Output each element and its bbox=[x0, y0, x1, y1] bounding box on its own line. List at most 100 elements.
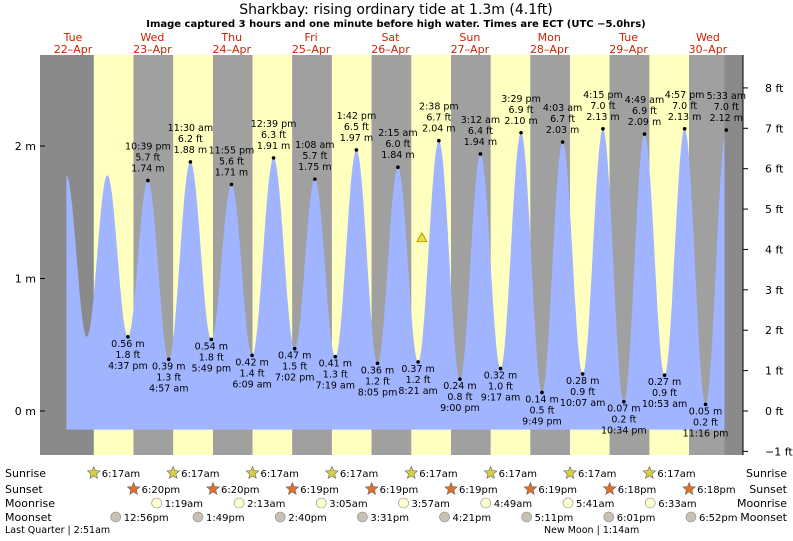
high-tide-label: 2.13 m bbox=[586, 112, 619, 123]
moonrise-time: 3:05am bbox=[329, 499, 367, 510]
current-tide-marker bbox=[416, 231, 428, 243]
low-tide-label: 6:09 am bbox=[232, 379, 271, 390]
low-tide-label: 4:37 pm bbox=[108, 361, 148, 372]
low-tide-label: 1.4 ft bbox=[240, 368, 265, 379]
low-tide-dot bbox=[292, 346, 297, 351]
moonrise-icon bbox=[233, 497, 245, 509]
high-tide-label: 6.9 ft bbox=[632, 106, 657, 117]
low-tide-label: 1.8 ft bbox=[115, 350, 140, 361]
day-date: 25–Apr bbox=[292, 43, 331, 56]
low-tide-dot bbox=[458, 377, 462, 382]
chart-subtitle: Image captured 3 hours and one minute be… bbox=[146, 19, 646, 30]
sunset-icon bbox=[126, 481, 141, 495]
high-tide-dot bbox=[724, 128, 729, 132]
high-tide-label: 2.10 m bbox=[504, 116, 537, 127]
high-tide-label: 7.0 ft bbox=[714, 102, 739, 113]
y-right-tick-label: 5 ft bbox=[765, 203, 784, 216]
high-tide-dot bbox=[682, 126, 687, 131]
high-tide-label: 5:33 am bbox=[707, 91, 746, 102]
day-date: 24–Apr bbox=[212, 43, 251, 56]
high-tide-label: 4:15 pm bbox=[583, 90, 623, 101]
sunset-time: 6:20pm bbox=[142, 485, 181, 496]
sunrise-time: 6:17am bbox=[261, 469, 299, 480]
high-tide-label: 6.7 ft bbox=[550, 114, 575, 125]
moonrise-icon bbox=[644, 497, 656, 509]
sunrise-time: 6:17am bbox=[102, 469, 140, 480]
y-right-tick-label: 6 ft bbox=[765, 163, 784, 176]
high-tide-label: 2.12 m bbox=[710, 113, 743, 124]
high-tide-label: 3:29 pm bbox=[501, 94, 541, 105]
y-right-tick-label: 1 ft bbox=[765, 365, 784, 378]
moonset-icon bbox=[603, 511, 615, 523]
sunrise-icon bbox=[324, 465, 339, 479]
high-tide-label: 1.91 m bbox=[257, 141, 290, 152]
low-tide-label: 0.27 m bbox=[648, 377, 681, 388]
sunset-time: 6:19pm bbox=[459, 485, 498, 496]
high-tide-dot bbox=[271, 156, 276, 160]
high-tide-label: 1.94 m bbox=[464, 137, 497, 148]
low-tide-label: 1.5 ft bbox=[282, 362, 307, 373]
moonset-time: 5:11pm bbox=[535, 513, 574, 524]
sunset-time: 6:19pm bbox=[380, 485, 419, 496]
low-tide-label: 0.14 m bbox=[525, 394, 558, 405]
y-left-tick-label: 2 m bbox=[15, 140, 36, 153]
sunset-icon bbox=[444, 481, 458, 495]
moonset-icon bbox=[192, 511, 204, 523]
moonset-icon bbox=[274, 511, 286, 523]
sunset-time: 6:20pm bbox=[221, 485, 260, 496]
chart-header: Sharkbay: rising ordinary tide at 1.3m (… bbox=[146, 2, 646, 30]
low-tide-label: 9:49 pm bbox=[522, 416, 562, 427]
low-tide-label: 0.5 ft bbox=[529, 405, 554, 416]
high-tide-label: 1.88 m bbox=[174, 145, 207, 156]
high-tide-label: 3:12 am bbox=[461, 115, 500, 126]
sunrise-time: 6:17am bbox=[578, 469, 616, 480]
moonrise-icon bbox=[398, 497, 409, 509]
high-tide-label: 7.0 ft bbox=[590, 101, 615, 112]
moonset-time: 6:52pm bbox=[699, 513, 738, 524]
sunset-icon bbox=[523, 481, 538, 495]
low-tide-label: 0.2 ft bbox=[693, 417, 718, 428]
high-tide-label: 4:03 am bbox=[543, 103, 582, 114]
low-tide-dot bbox=[580, 372, 585, 376]
high-tide-label: 2.09 m bbox=[628, 117, 661, 128]
low-tide-label: 0.56 m bbox=[111, 339, 144, 350]
low-tide-label: 1.3 ft bbox=[156, 372, 181, 383]
axes: 0 m 1 m 2 m −1 ft 0 ft 1 ft 2 ft 3 ft 4 ft 5 ft 6 … bbox=[15, 55, 793, 458]
high-tide-label: 6.5 ft bbox=[344, 122, 369, 133]
sunset-time: 6:18pm bbox=[697, 485, 736, 496]
y-right-tick-label: 0 ft bbox=[765, 405, 784, 418]
day-date: 23–Apr bbox=[133, 43, 172, 56]
high-tide-dot bbox=[560, 140, 565, 144]
high-tide-label: 10:39 pm bbox=[125, 141, 171, 152]
high-tide-label: 1.74 m bbox=[131, 163, 164, 174]
high-tide-label: 2:38 pm bbox=[419, 102, 459, 113]
day-name: Fri bbox=[305, 31, 318, 44]
high-tide-label: 11:55 pm bbox=[209, 145, 255, 156]
low-tide-dot bbox=[333, 354, 338, 359]
low-tide-label: 0.2 ft bbox=[611, 415, 636, 426]
high-tide-label: 2:15 am bbox=[378, 128, 417, 139]
high-tide-label: 2.13 m bbox=[668, 112, 701, 123]
moonrise-time: 4:49am bbox=[494, 499, 532, 510]
sunset-icon bbox=[285, 481, 300, 495]
low-tide-label: 1.3 ft bbox=[323, 370, 348, 381]
high-tide-label: 1:08 am bbox=[295, 140, 334, 151]
high-tide-label: 4:49 am bbox=[625, 95, 664, 106]
high-tide-dot bbox=[478, 152, 483, 156]
low-tide-dot bbox=[126, 335, 130, 339]
moonset-icon bbox=[439, 511, 450, 523]
day-name: Wed bbox=[140, 31, 164, 44]
y-right-tick-label: 4 ft bbox=[765, 243, 784, 256]
high-tide-dot bbox=[188, 160, 193, 164]
low-tide-label: 0.24 m bbox=[443, 381, 476, 392]
high-tide-label: 7.0 ft bbox=[672, 101, 697, 112]
high-tide-dot bbox=[437, 138, 441, 143]
low-tide-label: 0.05 m bbox=[689, 406, 722, 417]
low-tide-label: 4:57 am bbox=[149, 383, 188, 394]
high-tide-label: 5.7 ft bbox=[302, 151, 327, 162]
sunrise-time: 6:17am bbox=[657, 469, 695, 480]
day-name: Sat bbox=[381, 31, 400, 44]
low-tide-label: 0.42 m bbox=[235, 357, 268, 368]
low-tide-dot bbox=[416, 360, 420, 364]
